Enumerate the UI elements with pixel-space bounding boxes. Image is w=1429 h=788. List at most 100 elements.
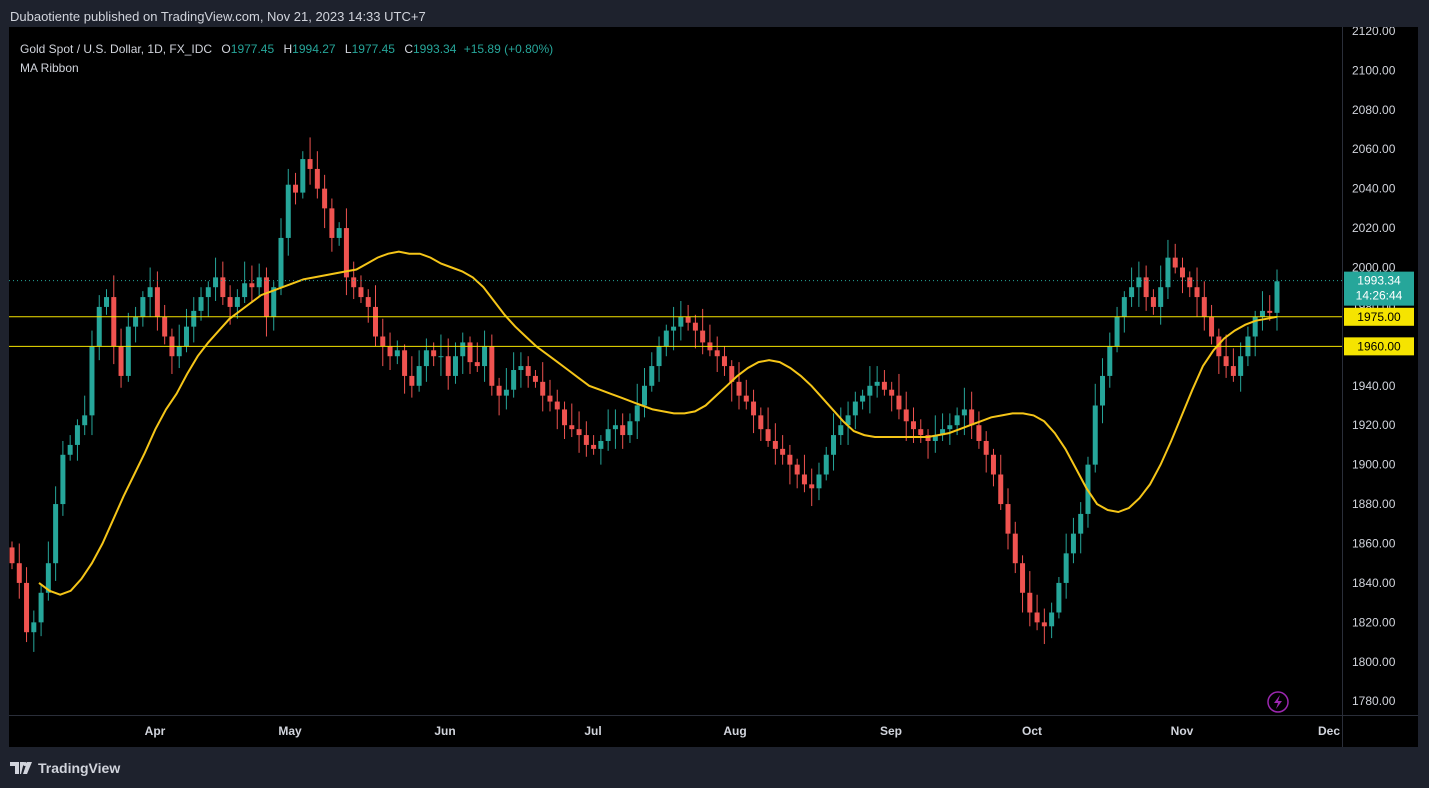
candle-body <box>147 287 153 298</box>
symbol-info[interactable]: Gold Spot / U.S. Dollar, 1D, FX_IDC <box>20 42 213 56</box>
y-tick-label: 1780.00 <box>1352 694 1396 708</box>
change-value: +15.89 (+0.80%) <box>463 42 554 56</box>
candle-body <box>809 484 815 489</box>
candle-body <box>176 346 182 357</box>
candle-body <box>205 287 211 298</box>
y-tick-label: 2120.00 <box>1352 27 1396 38</box>
x-tick-label: Jun <box>434 724 455 738</box>
candle-body <box>998 474 1004 505</box>
level-label-text: 1975.00 <box>1357 310 1401 324</box>
candle-body <box>656 346 662 367</box>
candle-body <box>503 389 509 396</box>
candle-body <box>256 277 262 288</box>
candle-body <box>300 159 306 193</box>
candle-body <box>409 375 415 386</box>
candle-body <box>24 582 30 633</box>
candle-body <box>1107 346 1113 376</box>
candle-body <box>293 184 299 193</box>
candle-body <box>1100 375 1106 406</box>
y-tick-label: 1940.00 <box>1352 379 1396 393</box>
candle-body <box>598 440 604 449</box>
candle-body <box>1005 504 1011 534</box>
x-tick-label: Dec <box>1318 724 1340 738</box>
candle-body <box>627 421 633 436</box>
low-label: L <box>344 42 352 56</box>
candle-body <box>532 375 538 382</box>
candle-body <box>140 297 146 317</box>
candle-body <box>133 316 139 327</box>
chart-area[interactable]: 2120.00 2100.00 2080.00 2060.00 2040.00 2020.… <box>9 27 1418 747</box>
candle-body <box>591 444 597 449</box>
candle-body <box>634 405 640 422</box>
candle-body <box>1056 582 1062 613</box>
level-label-box <box>1344 337 1414 356</box>
candle-body <box>1049 612 1055 627</box>
high-value: 1994.27 <box>292 42 336 56</box>
candle-body <box>1078 513 1084 534</box>
x-tick-label: Oct <box>1022 724 1042 738</box>
candle-body <box>721 356 727 367</box>
candle-body <box>1259 310 1265 317</box>
candle-body <box>969 409 975 426</box>
candle-body <box>467 342 473 363</box>
candle-body <box>183 326 189 347</box>
indicator-name[interactable]: MA Ribbon <box>20 61 79 75</box>
x-tick-label: Apr <box>145 724 166 738</box>
candle-body <box>1034 612 1040 623</box>
open-value: 1977.45 <box>230 42 275 56</box>
candle-body <box>642 385 647 406</box>
candle-body <box>496 385 502 396</box>
candle-body <box>1129 287 1135 298</box>
candle-body <box>263 277 269 317</box>
candle-body <box>74 425 80 445</box>
lightning-icon[interactable] <box>1267 691 1289 713</box>
candle-body <box>387 346 393 357</box>
candle-body <box>881 381 887 390</box>
candle-body <box>554 401 560 410</box>
candle-body <box>576 429 582 436</box>
candle-body <box>903 409 909 422</box>
candle-body <box>111 297 117 347</box>
candle-body <box>336 228 342 238</box>
x-tick-label: Jul <box>584 724 601 738</box>
candle-body <box>358 287 364 298</box>
candle-body <box>1267 310 1273 313</box>
candle-body <box>780 448 786 455</box>
candle-body <box>772 440 778 449</box>
candle-body <box>1136 277 1142 288</box>
tradingview-footer[interactable]: TradingView <box>10 760 120 776</box>
candle-body <box>1252 316 1258 337</box>
candle-body <box>518 366 524 371</box>
candle-body <box>191 310 197 327</box>
candle-body <box>1114 316 1120 347</box>
candle-body <box>612 425 618 430</box>
candle-body <box>605 429 611 441</box>
candle-body <box>714 350 720 357</box>
candle-body <box>67 444 73 455</box>
tradingview-brand: TradingView <box>38 760 121 776</box>
candle-body <box>816 474 822 489</box>
candle-body <box>1020 563 1026 593</box>
candle-body <box>860 395 866 402</box>
published-header: Dubaotiente published on TradingView.com… <box>10 9 426 24</box>
candle-body <box>649 366 655 386</box>
candle-body <box>285 184 291 238</box>
y-tick-label: 2100.00 <box>1352 63 1396 77</box>
candle-body <box>1092 405 1098 465</box>
y-tick-label: 2080.00 <box>1352 103 1396 117</box>
candle-body <box>867 385 873 396</box>
candle-body <box>9 547 15 564</box>
candlestick-chart[interactable]: 2120.00 2100.00 2080.00 2060.00 2040.00 2020.… <box>9 27 1418 747</box>
candle-body <box>45 563 51 593</box>
candle-body <box>765 429 771 441</box>
symbol-ohlc-row: Gold Spot / U.S. Dollar, 1D, FX_IDC O197… <box>20 40 553 59</box>
close-value: 1993.34 <box>413 42 457 56</box>
close-label: C <box>404 42 413 56</box>
candle-body <box>540 381 546 396</box>
candle-body <box>1223 356 1229 367</box>
candle-body <box>314 168 320 189</box>
candle-body <box>671 326 677 331</box>
candle-body <box>89 346 95 416</box>
y-tick-label: 2020.00 <box>1352 221 1396 235</box>
candle-body <box>1063 553 1069 583</box>
